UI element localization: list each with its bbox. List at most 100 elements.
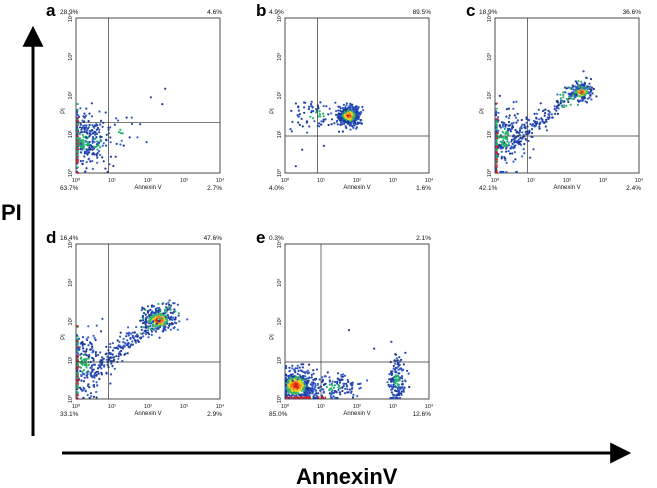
data-point [308,125,311,128]
data-point [91,368,94,371]
data-point [147,336,150,339]
data-point [82,159,85,162]
axis-edge-event [495,125,498,128]
data-point [87,336,90,339]
axis-edge-event [76,340,79,343]
data-point [82,138,85,142]
data-point [351,396,355,399]
data-point [119,143,122,146]
plot-frame [75,17,221,174]
data-point [324,118,327,121]
data-point [501,121,505,124]
data-point [109,373,113,376]
data-point [297,115,301,118]
data-point [574,91,577,94]
data-point [353,115,356,118]
data-point [116,339,119,342]
data-point [503,127,506,130]
data-point [296,386,299,389]
data-point [157,320,161,323]
x-tick-label: 10³ [180,404,188,410]
data-point [83,343,86,346]
data-point [89,160,92,163]
data-point [86,372,89,376]
axis-edge-event [293,396,296,399]
data-point [149,328,152,331]
data-point [328,383,331,386]
data-point [343,392,346,395]
data-point [310,389,313,392]
data-point [109,360,112,363]
data-point [353,106,356,110]
data-point [298,394,301,397]
data-point [79,145,82,148]
axis-edge-event [76,368,79,371]
data-point [334,101,337,104]
data-point [352,112,355,115]
data-point [572,88,575,91]
data-point [81,340,84,344]
data-point [341,115,344,118]
data-point [92,147,95,150]
data-point [90,102,93,105]
axis-edge-event [76,108,79,111]
data-point [312,117,315,120]
data-point [507,144,510,147]
axis-edge-event [76,386,79,388]
data-point [565,104,568,107]
quadrant-upper-right: 36.6% [623,9,642,16]
data-point [392,364,395,368]
data-point [355,127,358,130]
data-point [514,137,517,140]
data-point [101,144,104,147]
data-point [134,341,138,344]
data-point [169,311,172,314]
data-point [101,362,104,365]
data-point [106,363,109,366]
data-point [520,127,523,130]
data-point [149,325,152,328]
data-point [320,120,323,123]
data-point [93,130,96,133]
data-point [337,130,341,133]
data-point [497,111,500,114]
data-point [532,148,535,151]
data-point [338,379,341,382]
data-point [505,108,509,111]
outlier-point [290,109,293,112]
axis-edge-event [76,391,79,393]
data-point [96,140,99,143]
data-point [161,323,164,326]
data-point [142,317,145,320]
data-point [326,371,329,374]
data-point [314,388,317,391]
axis-edge-event [76,338,79,340]
data-point [583,95,586,99]
y-axis-label: PI [270,334,276,340]
data-point [575,86,578,89]
data-point [401,377,404,380]
data-point [109,382,112,385]
data-point [397,376,400,379]
data-point [88,146,91,149]
y-tick-label: 10¹ [68,130,74,138]
data-point [113,355,116,359]
data-point [331,380,334,383]
quadrant-upper-left: 18.9% [479,9,498,16]
data-point [86,149,90,152]
data-point [499,170,502,174]
data-point [571,97,574,100]
data-point [99,146,102,149]
data-point [80,366,83,369]
data-point [346,388,349,391]
axis-edge-event [495,134,498,136]
data-point [317,107,320,110]
data-point [312,388,315,391]
outlier-point [390,340,393,343]
data-point [125,116,128,119]
x-tick-label: 10² [144,178,152,184]
data-point [339,387,342,390]
data-point [353,123,356,126]
axis-edge-event [322,396,324,399]
data-point [544,125,547,128]
